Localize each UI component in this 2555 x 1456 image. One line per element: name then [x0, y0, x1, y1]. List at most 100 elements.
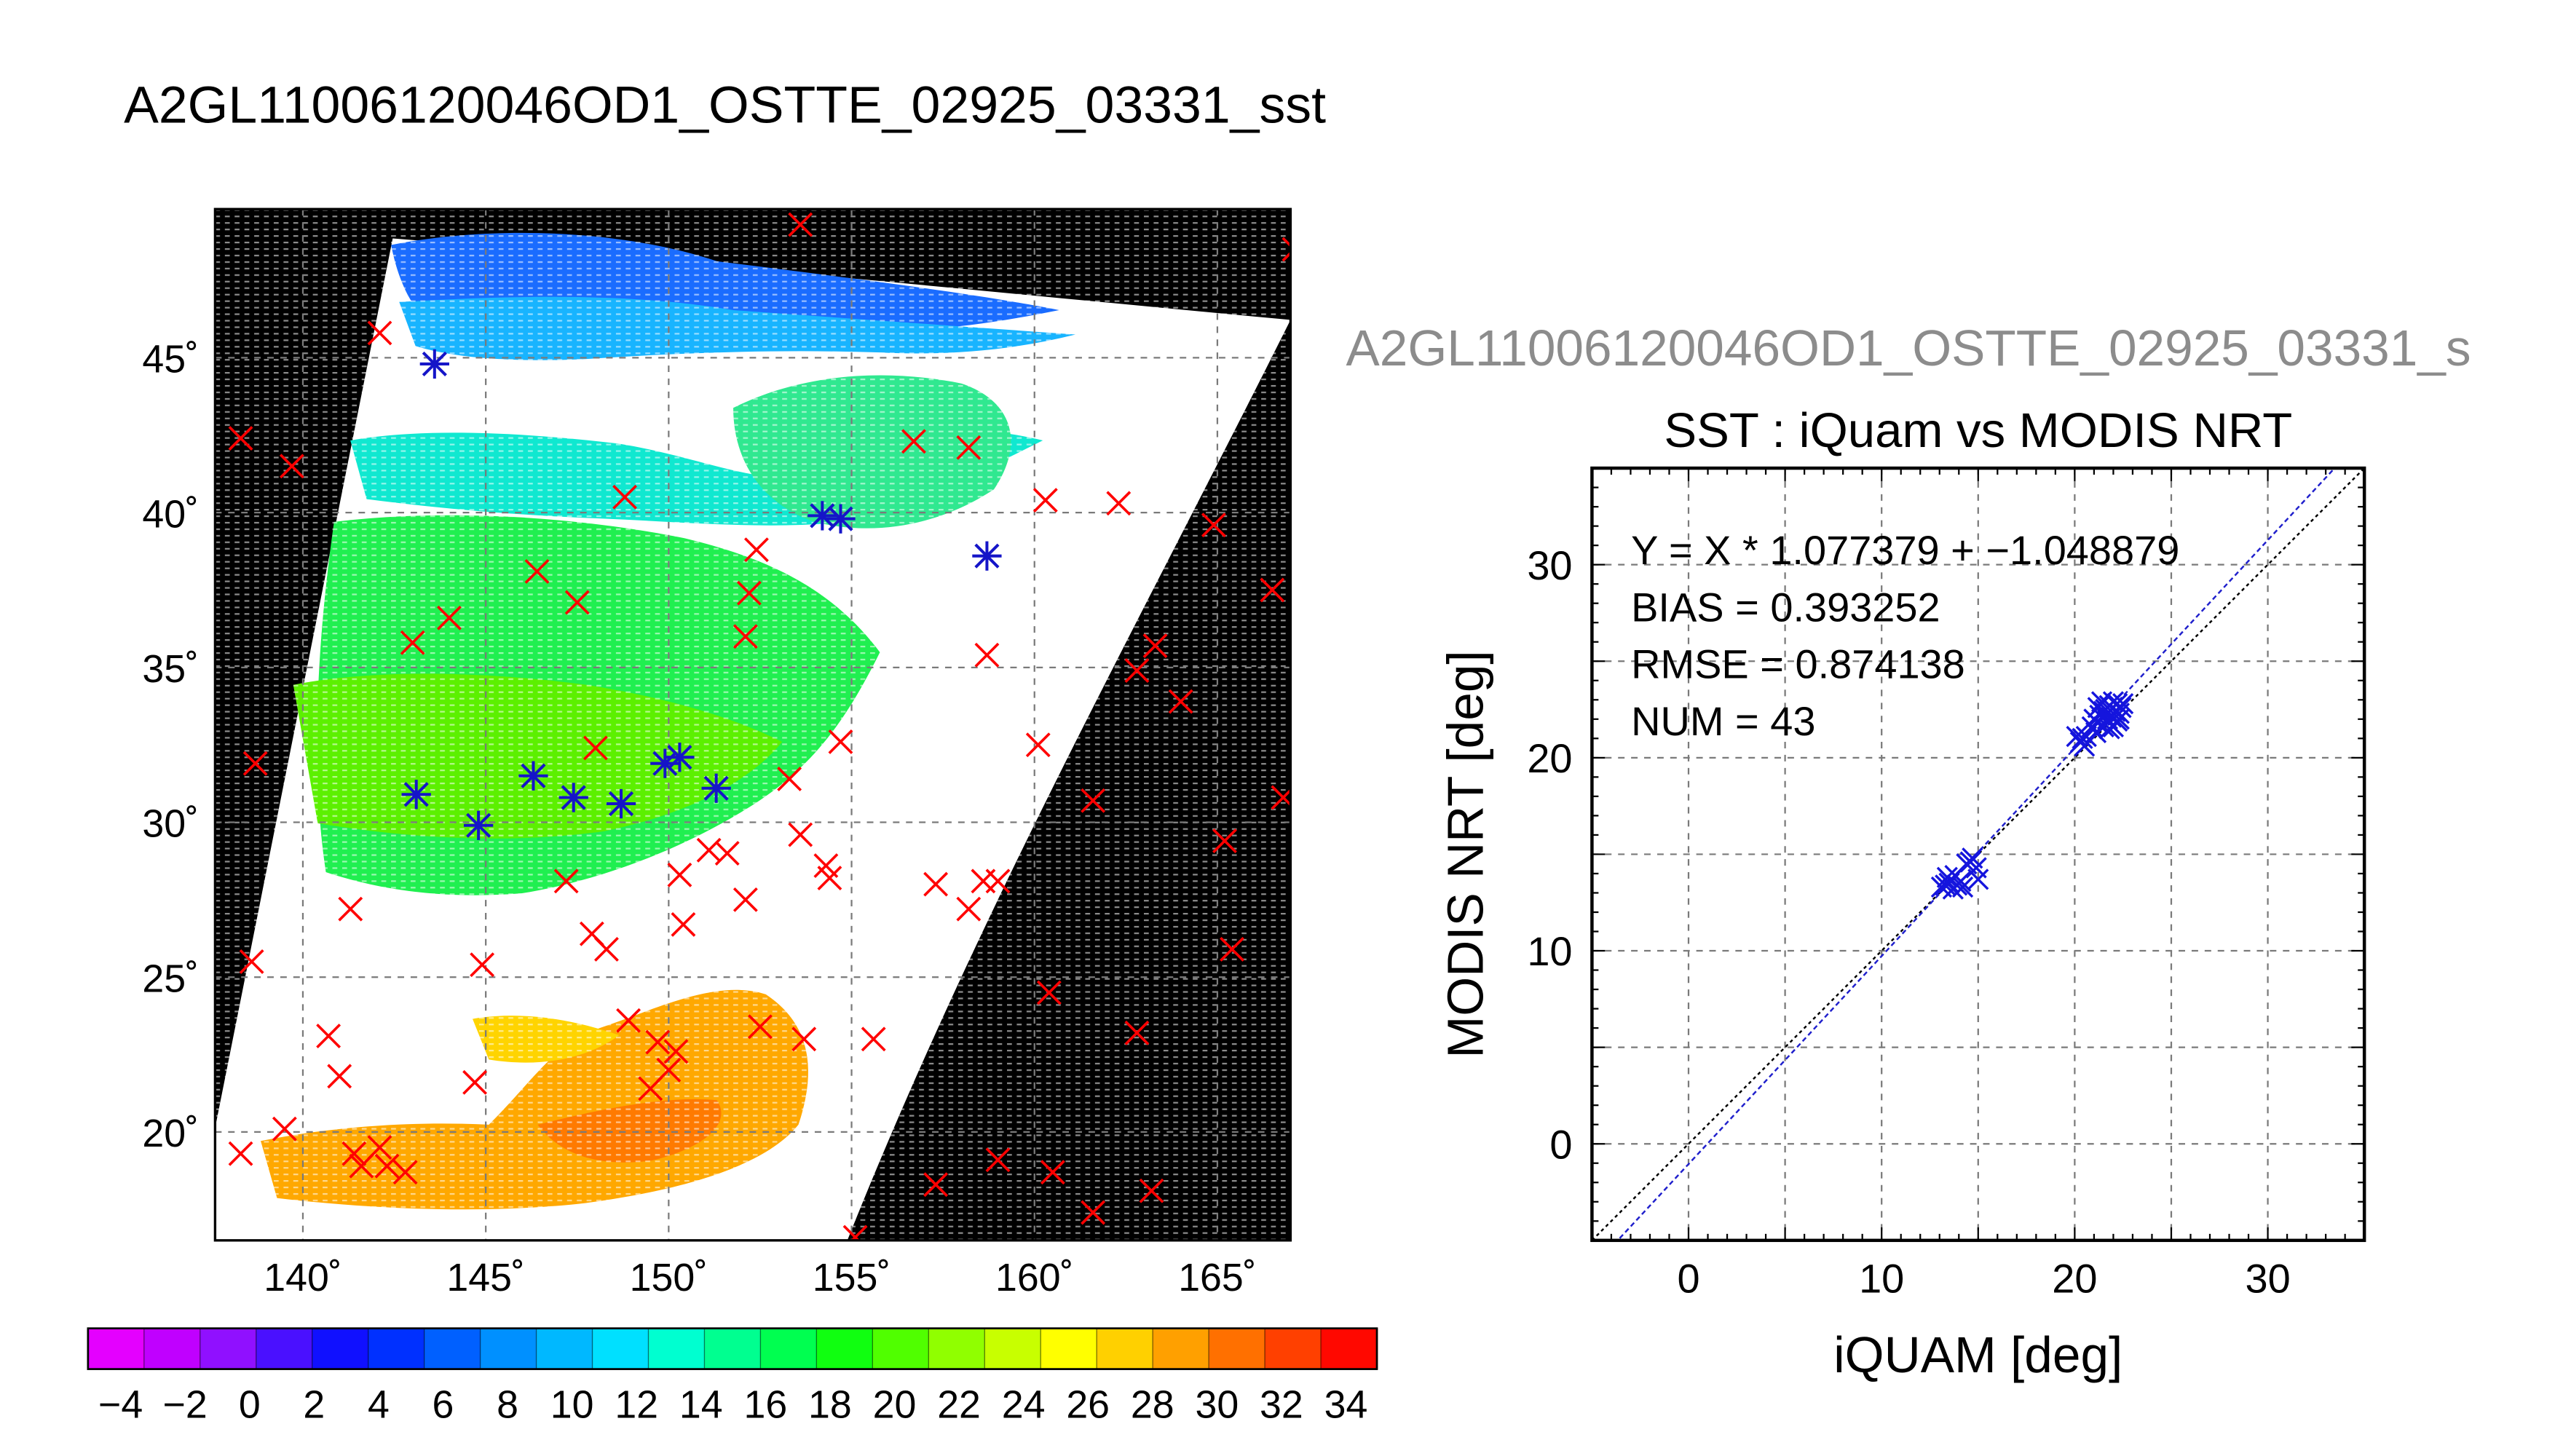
match-marker	[338, 896, 363, 922]
colorbar-tick-label: 0	[239, 1383, 261, 1427]
scatter-point	[2081, 716, 2103, 738]
valid-match-marker	[419, 349, 449, 379]
match-marker	[374, 1153, 400, 1179]
map-latitude-label: 45˚	[142, 338, 199, 381]
colorbar-cell	[704, 1328, 762, 1369]
match-marker	[791, 1026, 817, 1052]
colorbar-tick-label: 6	[433, 1383, 454, 1427]
colorbar-tick-label: 16	[743, 1383, 787, 1427]
scatter-plot: SST : iQuam vs MODIS NRT 0 10 20 30 0 10 20 30…	[1437, 403, 2366, 1383]
colorbar-tick-label: 20	[873, 1383, 917, 1427]
colorbar-tick-label: 26	[1066, 1383, 1110, 1427]
scatter-point	[1959, 851, 1981, 873]
valid-match-marker	[401, 780, 431, 810]
scatter-point	[2087, 697, 2109, 719]
scatter-x-tick-label: 10	[1859, 1255, 1904, 1301]
match-marker	[777, 767, 802, 791]
match-marker	[583, 735, 608, 761]
scatter-point	[2066, 726, 2088, 748]
colorbar-tick-label: −4	[98, 1383, 143, 1427]
match-marker	[732, 624, 758, 649]
match-marker	[828, 729, 853, 754]
match-marker	[1025, 732, 1051, 758]
map-latitude-label: 25˚	[142, 957, 199, 1000]
map-longitude-label: 150˚	[630, 1256, 708, 1299]
colorbar-cell	[1209, 1328, 1266, 1369]
match-marker	[392, 1160, 418, 1185]
match-marker	[667, 862, 692, 887]
colorbar-cell	[928, 1328, 986, 1369]
colorbar-cell	[480, 1328, 537, 1369]
match-marker	[327, 1064, 352, 1089]
match-marker	[956, 896, 982, 922]
scatter-point	[1944, 864, 1966, 887]
match-marker	[817, 866, 842, 891]
colorbar-cell	[816, 1328, 874, 1369]
scatter-point	[2085, 721, 2107, 743]
colorbar-cell	[1040, 1328, 1098, 1369]
match-marker	[861, 1026, 886, 1052]
colorbar-tick-label: −2	[163, 1383, 208, 1427]
match-marker	[272, 1116, 297, 1142]
colorbar-cell	[648, 1328, 706, 1369]
match-marker	[1081, 1200, 1106, 1225]
colorbar-tick-label: 18	[808, 1383, 852, 1427]
map-longitude-label: 160˚	[995, 1256, 1073, 1299]
match-marker	[341, 1141, 367, 1166]
match-marker	[594, 937, 619, 962]
scatter-y-tick-label: 30	[1527, 542, 1572, 588]
map-latitude-labels: 45˚ 40˚ 35˚ 30˚ 25˚ 20˚	[142, 338, 199, 1155]
colorbar-tick-label: 30	[1195, 1383, 1239, 1427]
scatter-gridlines	[1592, 468, 2365, 1241]
map-latitude-label: 40˚	[142, 492, 199, 536]
match-marker	[923, 1172, 949, 1198]
colorbar-tick-label: 2	[303, 1383, 325, 1427]
scatter-points	[1930, 691, 2134, 900]
map-latitude-label: 35˚	[142, 647, 199, 691]
scatter-y-tick-labels: 0 10 20 30	[1527, 542, 1572, 1168]
map-longitude-label: 165˚	[1178, 1256, 1256, 1299]
scatter-overlay-title: A2GL11006120046OD1_OSTTE_02925_03331_s	[1346, 320, 2471, 376]
match-marker	[612, 484, 637, 510]
colorbar-tick-label: 8	[497, 1383, 518, 1427]
scatter-point	[2112, 692, 2134, 715]
match-marker	[645, 1029, 671, 1055]
match-marker	[1032, 488, 1058, 513]
match-marker	[1124, 658, 1150, 684]
map-latitude-label: 20˚	[142, 1112, 199, 1155]
map-longitude-label: 155˚	[813, 1256, 891, 1299]
colorbar-tick-label: 12	[615, 1383, 658, 1427]
match-marker	[564, 590, 590, 615]
match-marker	[736, 580, 762, 606]
match-marker	[901, 429, 926, 454]
bias-stat: BIAS = 0.393252	[1631, 584, 1940, 630]
match-marker	[1201, 513, 1226, 538]
match-marker	[788, 212, 813, 237]
scatter-y-tick-label: 10	[1527, 928, 1572, 974]
colorbar-tick-label: 24	[1002, 1383, 1046, 1427]
valid-match-marker	[518, 761, 548, 791]
scatter-stats: Y = X * 1.077379 + −1.048879 BIAS = 0.39…	[1631, 527, 2179, 744]
scatter-y-tick-label: 0	[1549, 1121, 1572, 1167]
scatter-x-tick-label: 30	[2245, 1255, 2290, 1301]
colorbar-cell	[424, 1328, 481, 1369]
match-marker	[956, 435, 982, 460]
match-marker	[367, 1135, 392, 1160]
colorbar-tick-label: 28	[1131, 1383, 1174, 1427]
sst-map: 45˚40˚35˚30˚25˚20˚ 140˚ 145˚ 150˚ 155˚ 160˚ 1…	[142, 207, 1292, 1299]
colorbar-cell	[1265, 1328, 1322, 1369]
valid-match-marker	[665, 743, 695, 772]
colorbar-tick-label: 10	[550, 1383, 594, 1427]
colorbar-cell	[312, 1328, 370, 1369]
match-marker	[1106, 491, 1132, 516]
scatter-x-axis-label: iQUAM [deg]	[1833, 1326, 2122, 1383]
match-marker	[638, 1076, 663, 1101]
match-marker	[663, 1039, 689, 1064]
valid-match-marker	[558, 783, 588, 812]
match-marker	[1040, 1160, 1065, 1185]
colorbar-tick-label: 34	[1324, 1383, 1368, 1427]
match-marker	[671, 911, 696, 937]
colorbar-cell	[143, 1328, 202, 1369]
scatter-point	[2072, 727, 2093, 749]
colorbar-frame	[87, 1327, 1378, 1370]
